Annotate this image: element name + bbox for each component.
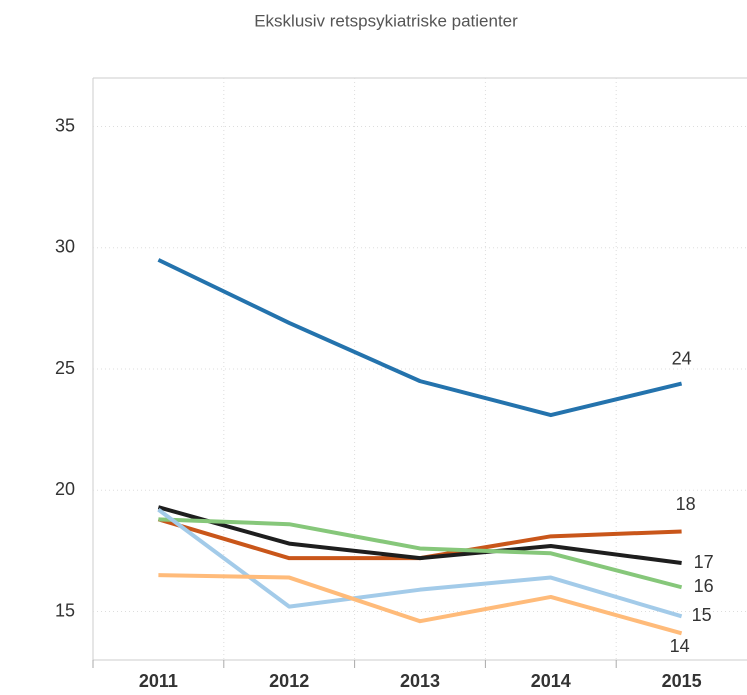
y-tick-label: 35 [55, 115, 75, 135]
data-label: 16 [694, 576, 714, 596]
line-series [158, 573, 683, 636]
y-tick-label: 15 [55, 600, 75, 620]
x-tick-label: 2014 [531, 671, 571, 691]
data-label: 18 [676, 494, 696, 514]
chart-title: Eksklusiv retspsykiatriske patienter [254, 11, 518, 30]
line-series [157, 505, 682, 565]
data-label: 15 [692, 605, 712, 625]
line-series [158, 517, 683, 590]
y-tick-label: 20 [55, 479, 75, 499]
data-label: 24 [672, 348, 692, 368]
data-label: 17 [694, 552, 714, 572]
x-tick-label: 2013 [400, 671, 440, 691]
line-series [157, 508, 683, 619]
line-series [157, 258, 683, 418]
x-tick-label: 2012 [269, 671, 309, 691]
x-tick-label: 2011 [139, 671, 178, 691]
x-tick-label: 2015 [662, 671, 702, 691]
data-label: 14 [670, 636, 690, 656]
y-tick-label: 25 [55, 358, 75, 378]
y-tick-label: 30 [55, 237, 75, 257]
